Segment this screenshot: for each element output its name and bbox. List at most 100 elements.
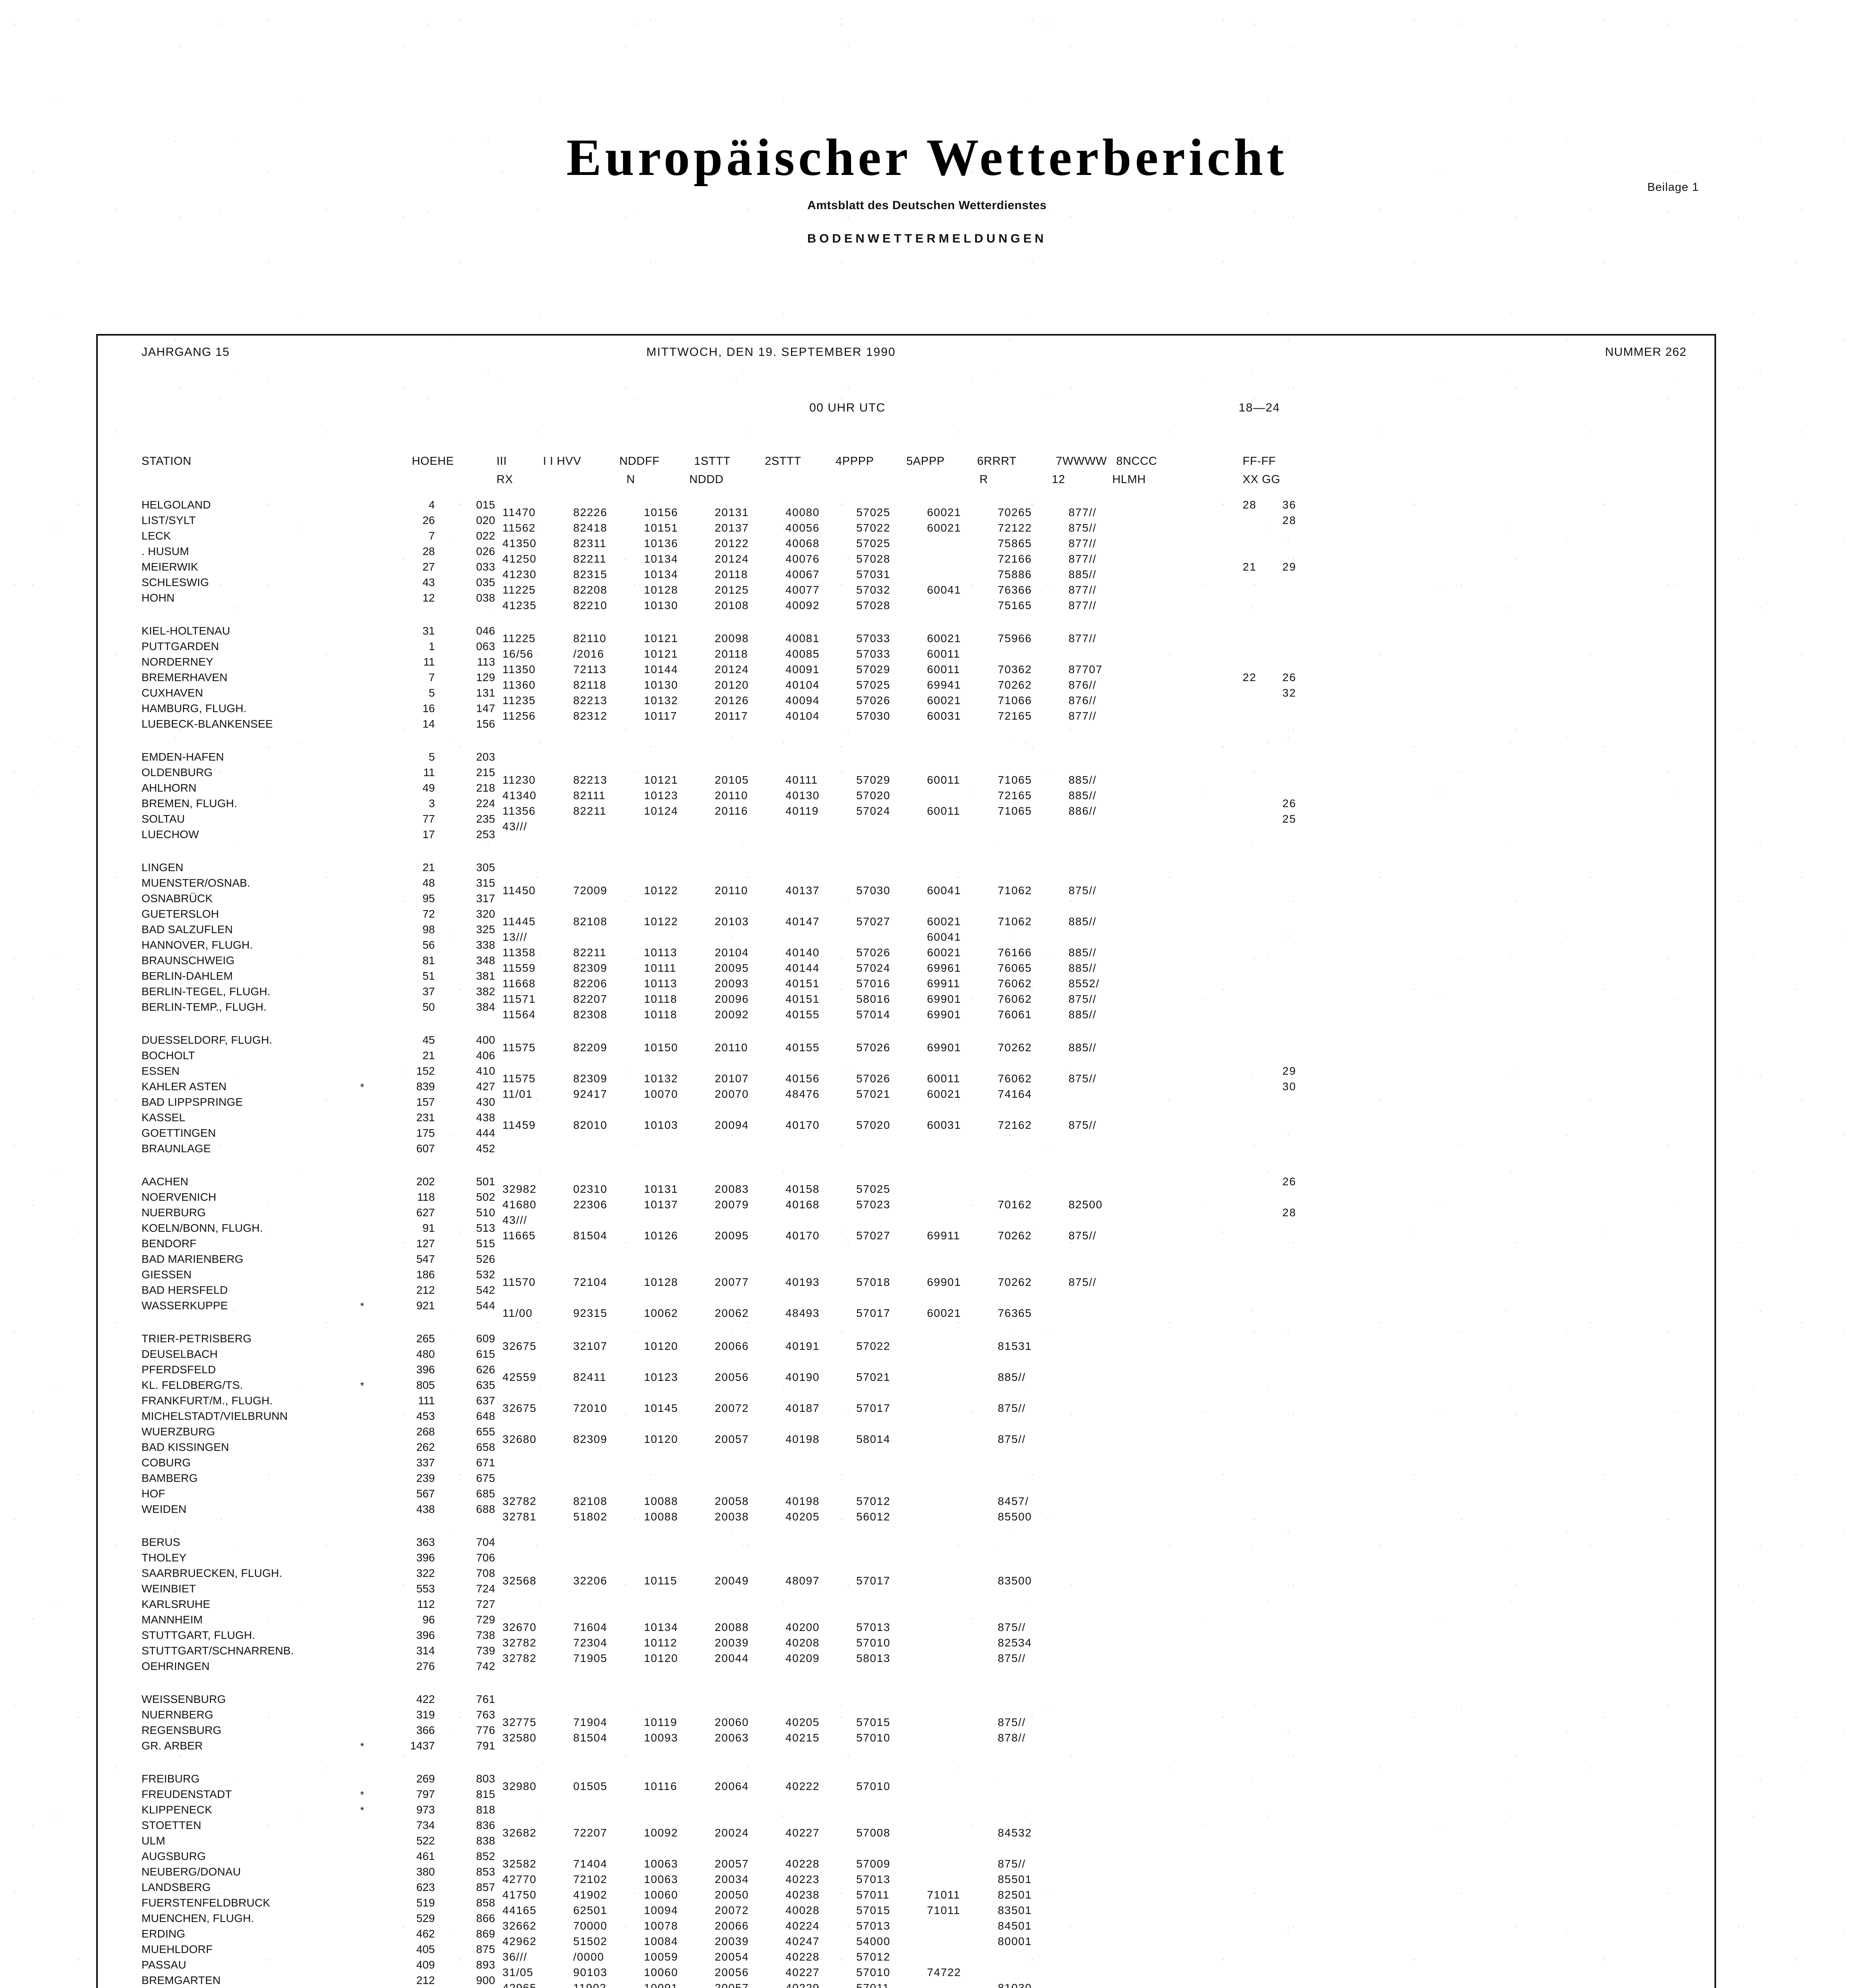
observation-group: 13/// <box>502 931 527 943</box>
station-iii-code: 063 <box>476 640 495 652</box>
table-row: NUERNBERG 319 763 32775 71904 10119 20060 40205… <box>98 1708 1714 1728</box>
station-name: OEHRINGEN <box>142 1660 210 1672</box>
station-iii-code: 384 <box>476 1001 495 1013</box>
table-row: PFERDSFELD 396 626 42559 82411 10123 20056 4019… <box>98 1363 1714 1383</box>
observation-group: 57025 <box>856 506 890 518</box>
observation-group: 878// <box>998 1732 1026 1744</box>
observation-group: 76166 <box>998 946 1032 959</box>
station-hoehe: 1 <box>429 640 435 652</box>
ffff-xxgg-values: 0000 <box>1243 1299 1322 1312</box>
ffff-xxgg-values: 0000 <box>1243 1487 1322 1500</box>
observation-group: 57029 <box>856 774 890 786</box>
wind-gust-value: 26 <box>1282 797 1297 810</box>
station-iii-code: 655 <box>476 1425 495 1438</box>
observation-group: 48476 <box>785 1088 820 1100</box>
observation-group: 20088 <box>715 1621 749 1633</box>
observation-group: 885// <box>1069 946 1097 959</box>
station-name: GIESSEN <box>142 1268 192 1281</box>
observation-group: 60031 <box>927 1119 961 1131</box>
section-title: BODENWETTERMELDUNGEN <box>807 231 1047 245</box>
observation-groups: 11559 82309 10111 20095 40144 57024 69961 76065… <box>502 962 1139 975</box>
ffff-xxgg-values: 0000 <box>1243 1567 1322 1580</box>
table-row: STOETTEN 734 836 32682 72207 10092 20024 40227 5… <box>98 1819 1714 1839</box>
observation-groups: 11562 82418 10151 20137 40056 57022 60021 72122… <box>502 522 1139 534</box>
station-name: KAHLER ASTEN <box>142 1080 227 1093</box>
observation-group: 32580 <box>502 1732 537 1744</box>
col-r: R <box>979 473 988 486</box>
station-name: NUERNBERG <box>142 1708 213 1721</box>
col-12: 12 <box>1052 473 1065 486</box>
observation-group: 82411 <box>573 1371 607 1383</box>
station-hoehe: 21 <box>422 1049 435 1062</box>
station-hoehe: 50 <box>422 1001 435 1013</box>
observation-group: 10112 <box>644 1637 677 1649</box>
observation-group: 40198 <box>785 1495 820 1507</box>
table-row: THOLEY3967060000000000000000000000000000… <box>98 1551 1714 1567</box>
station-iii-code: 857 <box>476 1881 495 1893</box>
station-iii-code: 129 <box>476 671 495 683</box>
observation-group: 20110 <box>715 789 748 802</box>
observation-group: 40224 <box>785 1920 820 1932</box>
observation-group: 51802 <box>573 1510 607 1523</box>
table-row: WUERZBURG 268 655 32680 82309 10120 20057 40198… <box>98 1425 1714 1445</box>
station-hoehe: 212 <box>416 1974 435 1986</box>
wind-gust-value: 26 <box>1282 671 1297 683</box>
observation-group: 76065 <box>998 962 1032 974</box>
table-row: KL. FELDBERG/TS.*80563500000000000000000… <box>98 1379 1714 1394</box>
station-hoehe: 363 <box>416 1536 435 1548</box>
observation-group: 75966 <box>998 632 1032 645</box>
observation-group: 40076 <box>785 553 820 565</box>
observation-group: 40155 <box>785 1008 820 1021</box>
observation-group: 60021 <box>927 522 961 534</box>
observation-group: 82308 <box>573 1008 607 1021</box>
table-row: LANDSBERG 623 857 41750 41902 10060 20050 40238… <box>98 1881 1714 1901</box>
station-hoehe: 77 <box>422 813 435 825</box>
observation-group: 71904 <box>573 1716 607 1728</box>
observation-groups: 13///00000000000000000000000006004100000… <box>502 931 1139 944</box>
observation-group: 20108 <box>715 599 749 612</box>
col-8nccc: 8NCCC <box>1116 455 1157 468</box>
station-name: THOLEY <box>142 1551 187 1564</box>
observation-group: 875// <box>998 1652 1026 1664</box>
table-row: OSNABRÜCK9531700000000000000000000000000… <box>98 892 1714 908</box>
station-name: EMDEN-HAFEN <box>142 751 224 763</box>
station-hoehe: 453 <box>416 1410 435 1422</box>
observation-group: 42770 <box>502 1873 537 1885</box>
table-row: ERDING 462 869 42962 51502 10084 20039 40247 540… <box>98 1928 1714 1947</box>
ffff-xxgg-values: 0000 <box>1243 1819 1322 1832</box>
ffff-xxgg-values: 0000 <box>1243 828 1322 841</box>
publication-title: Europäischer Wetterbericht <box>566 128 1288 186</box>
station-name: KARLSRUHE <box>142 1598 210 1610</box>
observation-group: 60011 <box>927 774 960 786</box>
observation-group: 20077 <box>715 1276 749 1288</box>
wind-gust-value: 36 <box>1282 499 1297 511</box>
station-hoehe: 268 <box>416 1425 435 1438</box>
observation-group: 70262 <box>998 1229 1032 1242</box>
observation-groups: 43///00000000000000000000000000000000000… <box>502 820 1139 833</box>
observation-group: 51502 <box>573 1935 607 1947</box>
ffff-xxgg-values: 0000 <box>1243 1835 1322 1847</box>
station-hoehe: 396 <box>416 1629 435 1641</box>
observation-group: 57011 <box>856 1982 890 1988</box>
observation-group: 10134 <box>644 1621 678 1633</box>
observation-group: 57031 <box>856 568 890 580</box>
observation-group: 11230 <box>502 774 536 786</box>
station-iii-code: 724 <box>476 1582 495 1595</box>
observation-group: 40028 <box>785 1904 820 1916</box>
observation-group: 10060 <box>644 1966 678 1978</box>
station-iii-code: 410 <box>476 1065 495 1077</box>
ffff-xxgg-values: 0000 <box>1243 1441 1322 1454</box>
ffff-xxgg-values: 0000 <box>1243 1773 1322 1785</box>
station-iii-code: 815 <box>476 1788 495 1800</box>
col-hoehe: HOEHE <box>412 455 454 468</box>
station-hoehe: 98 <box>422 923 435 936</box>
table-row: EMDEN-HAFEN52030000000000000000000000000… <box>98 751 1714 766</box>
observation-groups: 0000000000000000000000000000000000000000… <box>502 836 1139 848</box>
station-hoehe: 921 <box>416 1299 435 1312</box>
wind-gust-value: 28 <box>1243 499 1257 511</box>
observation-group: 40170 <box>785 1119 820 1131</box>
station-iii-code: 026 <box>476 545 495 557</box>
observation-group: 885// <box>1069 568 1097 580</box>
observation-group: 40104 <box>785 679 820 691</box>
observation-group: 81030 <box>998 1982 1032 1988</box>
